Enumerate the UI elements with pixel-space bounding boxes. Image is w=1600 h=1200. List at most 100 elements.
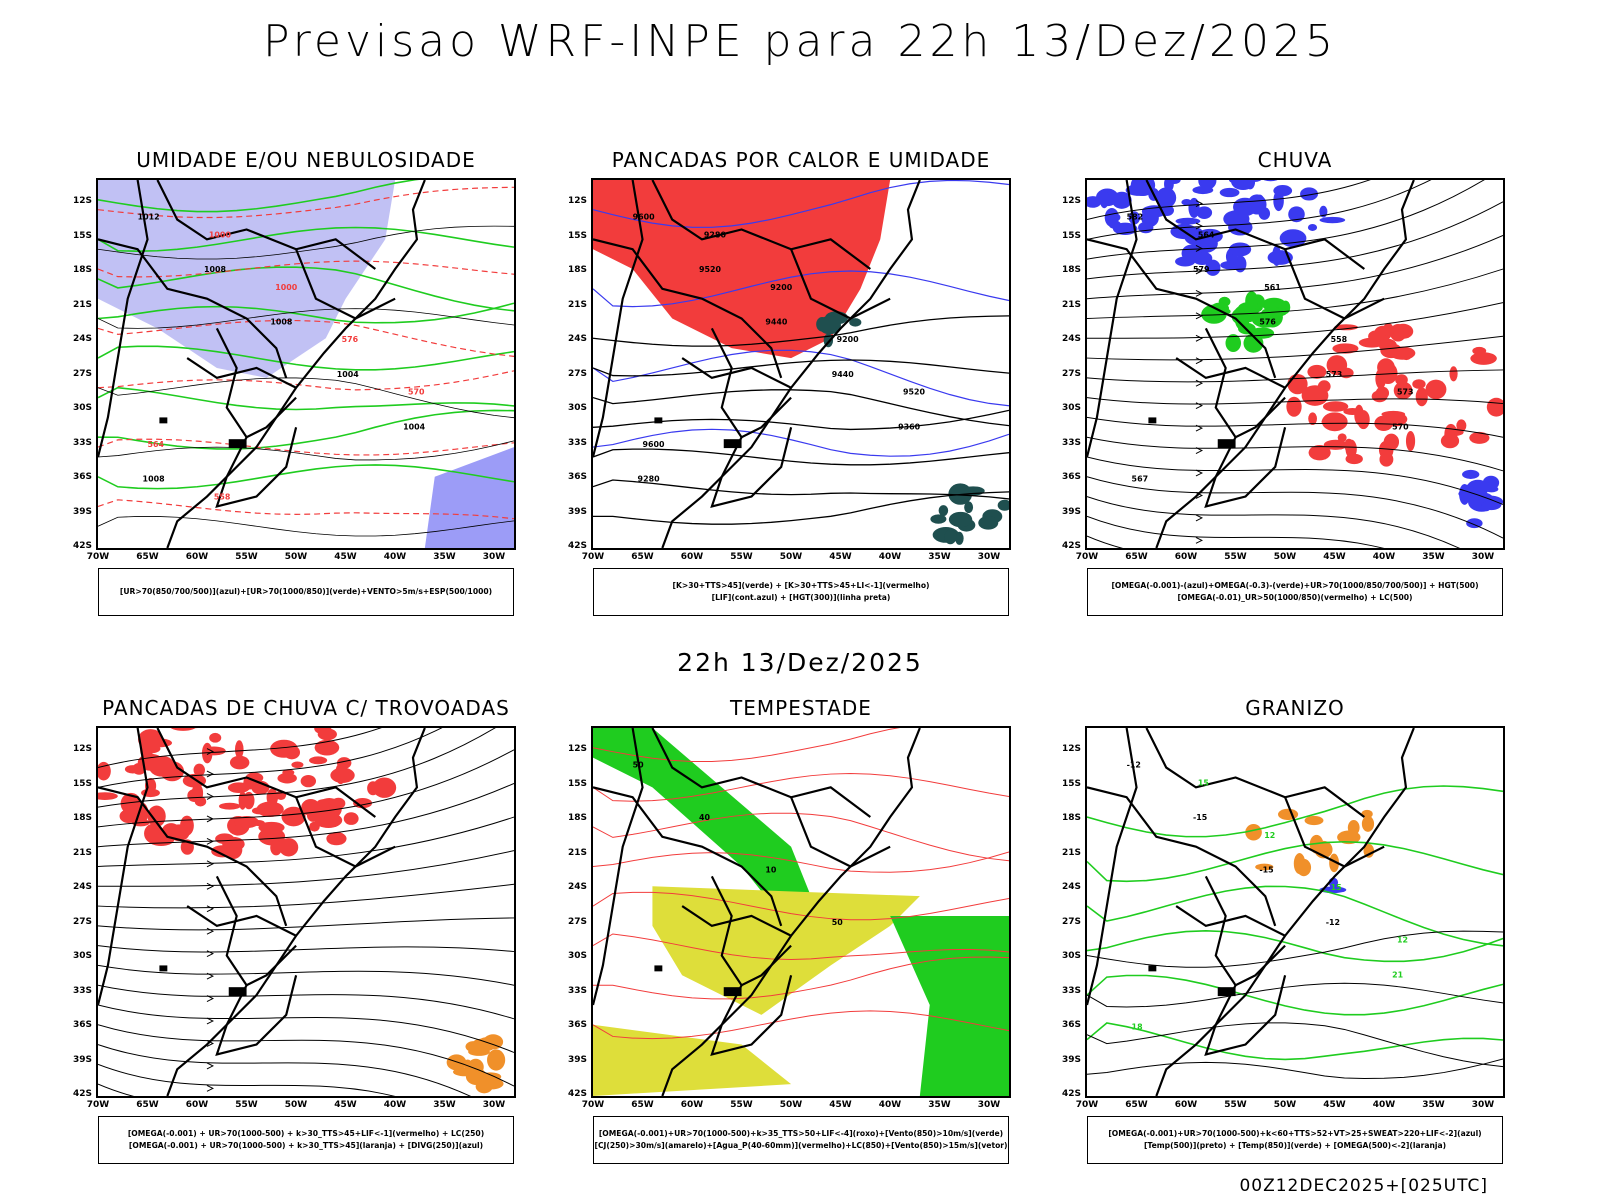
lon-tick-label: 30W [977,552,1001,562]
legend-line: [OMEGA(-0.001)-(azul)+OMEGA(-0.3)-(verde… [1111,581,1479,590]
contour-label: 1000 [209,230,232,239]
contour-label: 558 [1331,335,1348,344]
contour-label: 12 [1264,831,1275,840]
lon-tick-label: 30W [482,552,506,562]
legend-line: [LIF](cont.azul) + [HGT(300)](linha pret… [711,593,891,602]
lat-tick-label: 27S [1061,368,1081,379]
lon-tick-label: 65W [136,1100,159,1110]
lon-tick-label: 35W [1422,1100,1445,1110]
contour-label: 50 [633,761,645,770]
contour-label: 570 [1392,422,1409,431]
contour-labels: 582 579 576 573 570 567 564 561 558 573 [1127,213,1414,484]
lat-tick-label: 30S [567,951,587,961]
contour-label: -12 [1326,918,1340,927]
legend-line: [UR>70(850/700/500)](azul)+[UR>70(1000/8… [119,587,493,596]
lat-tick-label: 30S [567,403,587,413]
convective-area-green-north [816,311,862,348]
legend-line: [OMEGA(-0.001)+UR>70(1000-500)+k<60+TTS>… [1108,1129,1482,1138]
contour-label: 15 [1331,883,1342,892]
lon-tick-label: 40W [1372,1100,1396,1110]
contour-label: 561 [1264,283,1281,292]
lat-tick-label: 30S [1061,403,1081,413]
lat-tick-label: 36S [1061,1020,1081,1030]
map-area: 1012 1008 1008 1004 1004 1008 1000 1000 576 570 56… [96,178,516,550]
borders-and-coastline [1087,728,1415,1096]
lon-tick-label: 35W [433,552,456,562]
contour-labels: -12 -15 -15 -12 21 18 15 12 15 12 [1127,761,1408,1032]
lon-tick-label: 70W [1075,1100,1099,1110]
legend-box: [K>30+TTS>45](verde) + [K>30+TTS>45+LI<-… [593,568,1009,616]
lat-tick-label: 12S [567,196,587,206]
contour-label: 9440 [832,370,855,379]
lat-tick-label: 24S [72,882,92,892]
lon-tick-label: 65W [136,552,159,562]
lat-tick-label: 24S [1061,882,1081,892]
lon-tick-label: 50W [284,552,308,562]
contour-label: 9440 [765,317,788,326]
contour-label: 579 [1193,265,1210,274]
panel-title: TEMPESTADE [730,696,872,720]
contour-label: 9600 [633,213,656,222]
lon-tick-label: 50W [284,1100,308,1110]
legend-line: [OMEGA(-0.001) + UR>70(1000-500) + k>30_… [128,1141,484,1150]
lon-tick-label: 70W [86,552,110,562]
lat-tick-label: 21S [567,847,587,858]
rain-area-red [1286,323,1503,467]
lat-tick-label: 24S [1061,334,1081,344]
lon-tick-label: 65W [1125,1100,1148,1110]
lat-tick-label: 27S [72,368,92,379]
contour-label: 9360 [898,422,921,431]
pressure-isobars [98,225,514,537]
lat-tick-label: 39S [72,506,92,517]
borders-and-coastline [1087,180,1415,548]
lat-tick-label: 15S [1061,778,1081,789]
omega-area-blue-south [1458,469,1503,529]
lat-tick-label: 21S [1061,847,1081,858]
contour-labels: 9600 9520 9440 9440 9360 9280 9280 9200 9200 9520… [633,213,926,484]
lat-tick-label: 15S [567,778,587,789]
lon-tick-label: 70W [581,1100,605,1110]
map-area [96,726,516,1098]
contour-label: 9200 [837,335,860,344]
lat-tick-label: 33S [1061,985,1081,996]
lat-tick-label: 39S [1061,506,1081,517]
thunderstorm-area-red [98,728,397,860]
lon-tick-label: 30W [1471,1100,1495,1110]
wind-850-area-green-east [890,915,1009,1096]
lon-tick-label: 45W [829,1100,852,1110]
lon-tick-label: 70W [1075,552,1099,562]
lat-tick-label: 33S [567,437,587,448]
contour-label: 9600 [643,440,666,449]
lat-tick-label: 39S [567,1054,587,1065]
contour-label: 576 [342,335,359,344]
lat-tick-label: 18S [72,265,92,275]
lat-tick-label: 21S [72,847,92,858]
legend-line: [OMEGA(-0.001)+UR>70(1000-500)+k>35_TTS>… [598,1129,1004,1138]
omega-area-blue [1087,180,1346,276]
lon-tick-label: 60W [1174,1100,1198,1110]
contour-label: 573 [1326,370,1343,379]
contour-label: 1012 [138,213,160,222]
contour-label: 564 [148,440,165,449]
lon-tick-label: 45W [1323,552,1346,562]
thunderstorm-area-orange [446,1034,506,1094]
contour-label: 9520 [903,388,926,397]
lon-tick-label: 60W [185,552,209,562]
contour-label: 558 [214,493,231,502]
borders-and-coastline [98,728,426,1096]
contour-label: 1008 [204,265,227,274]
lon-tick-label: 60W [680,552,704,562]
lon-tick-label: 60W [680,1100,704,1110]
convective-area-green [930,483,1009,545]
legend-line: [Temp(500)](preto) + [Temp(850)](verde) … [1143,1141,1447,1150]
omega-500-area-orange [1245,808,1375,877]
lon-tick-label: 40W [383,1100,407,1110]
lon-tick-label: 55W [1224,552,1247,562]
map-area: 50 40 10 50 [591,726,1011,1098]
main-title: Previsao WRF-INPE para 22h 13/Dez/2025 [263,16,1337,67]
contour-label: 9280 [704,230,727,239]
lat-tick-label: 36S [567,1020,587,1030]
lon-tick-label: 30W [977,1100,1001,1110]
contour-label: 10 [765,865,777,874]
lon-tick-label: 50W [1273,1100,1297,1110]
